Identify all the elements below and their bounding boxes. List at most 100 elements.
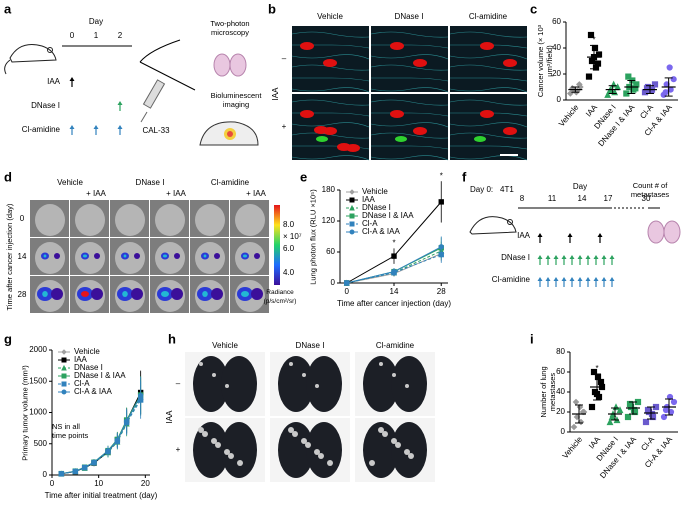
marker	[576, 81, 583, 88]
arrow-head	[601, 277, 607, 281]
lung-icon	[213, 53, 247, 77]
axis-title: Cancer volume (× 10³ μm³/field)	[536, 24, 554, 98]
legend-label: Cl-A	[362, 219, 378, 228]
marker	[61, 381, 67, 387]
marker	[61, 349, 67, 355]
y-tick-label: 60	[556, 367, 565, 376]
marker	[585, 73, 593, 80]
marker	[349, 204, 355, 211]
day-label: 2	[118, 31, 123, 40]
y-tick-label: 1500	[29, 376, 47, 385]
y-tick-label: 80	[556, 347, 565, 356]
marker	[91, 459, 97, 466]
day-label: 30	[642, 194, 651, 203]
arrow-head	[569, 277, 575, 281]
row-label: –	[282, 54, 287, 63]
vessel	[450, 145, 528, 150]
column-header: Vehicle	[317, 12, 343, 21]
metastasis	[301, 438, 307, 444]
y-tick-label: 20	[556, 407, 565, 416]
arrow-head	[553, 277, 559, 281]
micrograph	[371, 94, 448, 160]
axis-title: Time after cancer injection (day)	[4, 203, 14, 311]
metastasis	[395, 442, 401, 448]
mouse-icon	[4, 44, 57, 75]
mouse-icon	[469, 216, 517, 235]
annotation: NS in all time points	[52, 421, 89, 440]
y-tick-label: 0	[557, 95, 562, 104]
panel-label: a	[4, 1, 12, 16]
arrow-head	[609, 277, 615, 281]
metastasis	[211, 438, 217, 444]
marker	[595, 51, 603, 58]
signal	[122, 291, 128, 297]
column-header: + IAA	[246, 189, 266, 198]
metastasis	[305, 442, 311, 448]
y-tick-label: 1000	[29, 408, 47, 417]
vessel	[449, 54, 528, 60]
metastasis	[202, 431, 208, 437]
treatment-label: DNase I	[501, 253, 530, 262]
marker	[610, 80, 618, 88]
vessel	[291, 31, 370, 38]
vessel	[291, 155, 370, 161]
output-label: Bioluminescent imaging	[210, 91, 262, 109]
arrow-head	[545, 277, 551, 281]
marker	[567, 90, 574, 97]
vessel	[370, 64, 449, 71]
signal	[171, 288, 183, 300]
vessel	[291, 99, 370, 106]
colorbar-tick: 6.0	[283, 244, 295, 253]
vessel	[291, 54, 370, 60]
marker	[349, 229, 355, 235]
x-tick-label: 28	[437, 287, 446, 296]
y-tick-label: 40	[552, 43, 561, 52]
legend-label: DNase I	[362, 203, 391, 212]
signal	[43, 254, 47, 258]
mouse-body	[235, 204, 265, 236]
treatment-label: Cl-amidine	[492, 275, 531, 284]
panel-label: h	[168, 331, 176, 346]
colorbar-tick: 8.0	[283, 220, 295, 229]
marker	[670, 398, 678, 406]
column-header: Cl-amidine	[376, 341, 415, 350]
vessel	[291, 87, 370, 93]
signal	[161, 291, 169, 297]
column-header: DNase I	[395, 12, 424, 21]
arrow-head	[577, 255, 583, 259]
cancer-cell	[503, 59, 517, 67]
metastasis	[198, 427, 204, 433]
x-tick-label: 0	[50, 479, 55, 488]
significance: *	[392, 238, 395, 247]
metastasis	[379, 362, 383, 366]
arrow-head	[597, 233, 603, 237]
row-label: 28	[18, 290, 27, 299]
signal	[211, 288, 223, 300]
marker	[651, 81, 659, 88]
marker	[438, 244, 444, 250]
cancer-cell	[480, 110, 494, 118]
mouse-body	[195, 242, 225, 274]
net	[474, 136, 486, 142]
x-tick-label: IAA	[584, 102, 600, 118]
cancer-cell	[314, 126, 328, 134]
panel-label: i	[530, 331, 534, 346]
axis-title: Number of lung metastases	[539, 366, 557, 418]
x-axis-title: Time after initial treatment (day)	[45, 491, 158, 500]
micrograph	[450, 26, 527, 92]
marker	[72, 468, 79, 475]
day-label: 1	[94, 31, 99, 40]
marker	[114, 437, 121, 444]
marker	[61, 364, 67, 371]
marker	[606, 418, 614, 426]
marker	[612, 403, 620, 411]
arrow-head	[537, 233, 543, 237]
signal	[134, 253, 140, 259]
micrograph	[292, 26, 369, 92]
metastasis	[369, 460, 375, 466]
column-header: DNase I	[136, 178, 165, 187]
y-tick-label: 0	[43, 470, 48, 479]
arrow-head	[537, 277, 543, 281]
metastasis	[404, 449, 410, 455]
arrow-head	[593, 277, 599, 281]
